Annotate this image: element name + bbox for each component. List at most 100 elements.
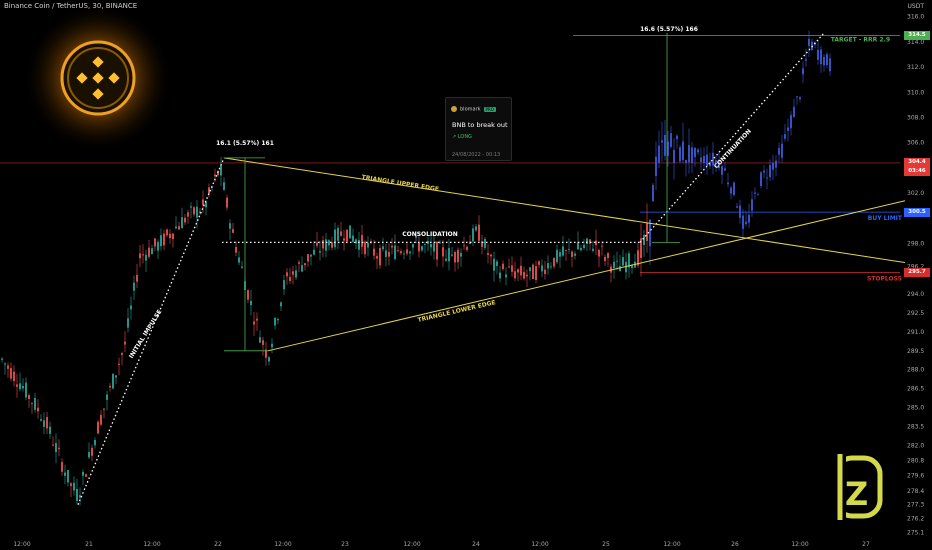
candle-body [25,382,27,398]
candle-body [340,231,342,236]
candle-body [712,152,714,166]
candle-body [673,149,675,164]
candle-body [760,172,762,187]
candle-body [217,170,219,176]
candle-body [256,318,258,321]
candle-body [772,162,774,170]
candle-body [226,197,228,208]
candle-body [406,249,408,254]
candle-body [19,383,21,390]
candle-body [385,250,387,257]
candle-body [631,265,633,269]
candle-body [445,258,447,261]
candle-body [412,244,414,248]
candle-body [40,419,42,421]
candle-body [133,282,135,291]
x-tick-label: 22 [214,541,222,548]
candle-body [433,242,435,252]
candle-body [343,238,345,241]
y-tick-label: 294.0 [907,291,924,298]
candle-body [568,248,570,250]
candle-body [751,199,753,211]
candle-body [694,147,696,158]
y-tick-label: 278.4 [907,488,924,495]
candle-body [526,274,528,277]
candle-body [166,229,168,236]
candle-body [646,222,648,241]
candle-body [421,246,423,251]
currency-unit: USDT [907,3,925,10]
candle-body [532,264,534,280]
x-tick-label: 24 [472,541,480,548]
candle-body [688,144,690,163]
upper-edge-label: TRIANGLE UPPER EDGE [361,174,439,193]
candle-body [157,242,159,251]
candle-body [607,253,609,259]
stoploss-price-badge: 295.7 [904,268,930,278]
x-tick-label: 25 [602,541,610,548]
candle-body [829,58,831,72]
candle-body [793,106,795,118]
candle-body [448,248,450,262]
candle-body [826,54,828,66]
candle-body [649,219,651,247]
candle-body [304,263,306,266]
candle-body [403,253,405,255]
candle-body [505,274,507,278]
triangle-lower-edge [267,200,906,352]
candle-body [730,187,732,194]
candle-body [334,229,336,248]
candle-body [562,246,564,256]
measure-2-label: 16.6 (5.57%) 166 [640,26,698,33]
candle-body [643,235,645,245]
candle-body [79,495,81,498]
candle-body [676,135,678,140]
resistance-price-badge: 304.4 [904,158,930,168]
candle-body [736,206,738,208]
candle-body [427,240,429,244]
target-price-badge: 314.5 [904,31,930,41]
candle-body [748,214,750,223]
candle-body [313,249,315,255]
candle-body [442,247,444,257]
candle-body [601,245,603,247]
candle-body [199,211,201,214]
idea-direction: ↗ LONG [452,134,472,140]
buy-limit-price-badge: 300.5 [904,207,930,217]
candle-body [34,398,36,410]
candle-body [346,229,348,242]
candle-body [22,385,24,389]
y-tick-label: 286.5 [907,386,924,393]
candle-body [517,269,519,273]
candle-body [172,233,174,240]
candle-body [97,421,99,434]
candle-body [7,365,9,369]
y-tick-label: 306.0 [907,140,924,147]
candle-body [571,251,573,257]
candle-body [85,474,87,477]
candle-body [43,420,45,427]
candle-body [352,235,354,242]
idea-card[interactable]: blomark PRO BNB to break out ↗ LONG 24/08… [445,97,512,161]
chart-title: Binance Coin / TetherUS, 30, BINANCE [4,2,138,10]
candle-body [400,251,402,254]
y-tick-label: 280.8 [907,458,924,465]
candle-body [262,340,264,345]
candle-body [682,141,684,161]
lower-edge-label: TRIANGLE LOWER EDGE [417,299,496,324]
candle-body [265,349,267,358]
candle-body [553,257,555,267]
candle-body [703,155,705,164]
candle-body [61,462,63,472]
resistance-price-badge-time: 03:46 [904,167,930,177]
candle-body [787,127,789,131]
candle-body [361,235,363,247]
candle-body [691,147,693,163]
candle-body [613,261,615,268]
candle-body [184,217,186,223]
candle-body [415,235,417,238]
candle-body [640,238,642,258]
x-tick-label: 12:00 [13,541,30,548]
candle-body [742,215,744,229]
